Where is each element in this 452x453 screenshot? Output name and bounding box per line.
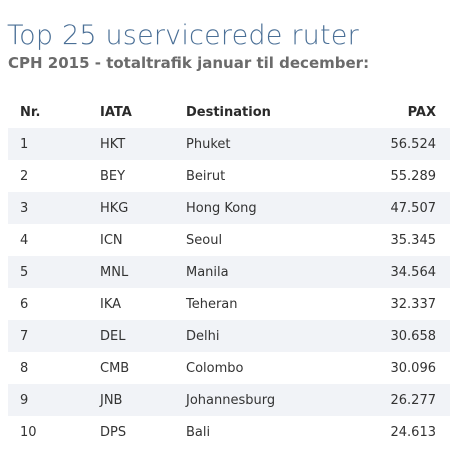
cell-iata: IKA xyxy=(100,296,122,312)
cell-iata: DPS xyxy=(100,424,127,440)
cell-iata: ICN xyxy=(100,232,123,248)
cell-pax: 47.507 xyxy=(366,192,450,224)
cell-destination: Seoul xyxy=(186,232,223,248)
header-iata: IATA xyxy=(100,104,132,120)
table-row: 2 BEY Beirut 55.289 xyxy=(8,160,450,192)
cell-iata: CMB xyxy=(100,360,130,376)
table-row: 10 DPS Bali 24.613 xyxy=(8,416,450,448)
table-header-row: Nr. IATA Destination PAX xyxy=(8,96,450,128)
cell-iata: BEY xyxy=(100,168,126,184)
table-row: 1 HKT Phuket 56.524 xyxy=(8,128,450,160)
cell-pax: 56.524 xyxy=(366,128,450,160)
cell-nr: 4 xyxy=(20,232,29,248)
cell-nr: 1 xyxy=(8,128,100,160)
cell-pax: 32.337 xyxy=(390,296,437,312)
cell-iata: HKT xyxy=(100,128,186,160)
cell-destination: Beirut xyxy=(186,168,226,184)
cell-destination: Manila xyxy=(186,256,366,288)
cell-destination: Bali xyxy=(186,424,211,440)
cell-nr: 5 xyxy=(8,256,100,288)
table-row: 9 JNB Johannesburg 26.277 xyxy=(8,384,450,416)
table-body: 1 HKT Phuket 56.524 2 BEY Beirut 55.289 3 HKG Hong… xyxy=(8,128,450,448)
cell-pax: 35.345 xyxy=(390,232,437,248)
table-row: 4 ICN Seoul 35.345 xyxy=(8,224,450,256)
header-pax: PAX xyxy=(407,104,436,120)
cell-nr: 10 xyxy=(20,424,37,440)
cell-nr: 3 xyxy=(8,192,100,224)
table-row: 7 DEL Delhi 30.658 xyxy=(8,320,450,352)
cell-nr: 7 xyxy=(8,320,100,352)
cell-pax: 24.613 xyxy=(390,424,437,440)
table-row: 8 CMB Colombo 30.096 xyxy=(8,352,450,384)
table-row: 5 MNL Manila 34.564 xyxy=(8,256,450,288)
cell-iata: DEL xyxy=(100,320,186,352)
table-row: 3 HKG Hong Kong 47.507 xyxy=(8,192,450,224)
cell-destination: Johannesburg xyxy=(186,384,366,416)
cell-nr: 6 xyxy=(20,296,29,312)
cell-pax: 30.658 xyxy=(366,320,450,352)
cell-nr: 8 xyxy=(20,360,29,376)
table-row: 6 IKA Teheran 32.337 xyxy=(8,288,450,320)
cell-pax: 30.096 xyxy=(390,360,437,376)
cell-iata: HKG xyxy=(100,192,186,224)
cell-destination: Delhi xyxy=(186,320,366,352)
header-nr: Nr. xyxy=(20,104,41,120)
cell-pax: 26.277 xyxy=(366,384,450,416)
cell-nr: 9 xyxy=(8,384,100,416)
cell-iata: JNB xyxy=(100,384,186,416)
cell-destination: Colombo xyxy=(186,360,244,376)
cell-nr: 2 xyxy=(20,168,29,184)
cell-iata: MNL xyxy=(100,256,186,288)
cell-destination: Phuket xyxy=(186,128,366,160)
cell-pax: 34.564 xyxy=(366,256,450,288)
page-subtitle: CPH 2015 - totaltrafik januar til decemb… xyxy=(8,54,370,72)
header-destination: Destination xyxy=(186,104,271,120)
cell-pax: 55.289 xyxy=(390,168,437,184)
cell-destination: Teheran xyxy=(186,296,238,312)
page-title: Top 25 uservicerede ruter xyxy=(7,20,359,52)
cell-destination: Hong Kong xyxy=(186,192,366,224)
routes-table: Nr. IATA Destination PAX 1 HKT Phuket 56.52… xyxy=(8,96,450,448)
